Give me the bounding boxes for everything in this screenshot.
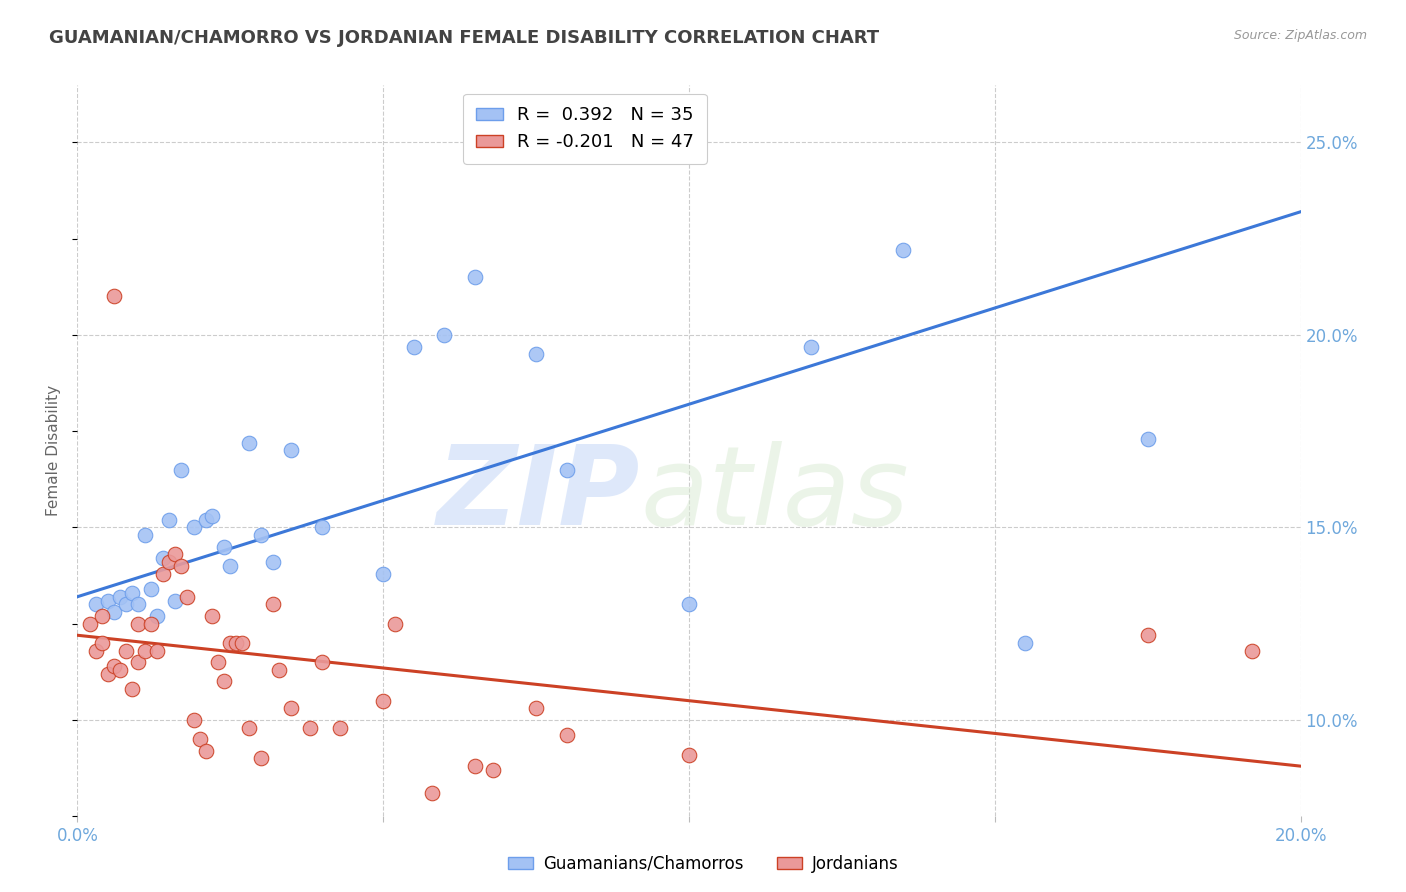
Point	[482, 763, 505, 777]
Point	[311, 520, 333, 534]
Point	[165, 548, 187, 562]
Text: GUAMANIAN/CHAMORRO VS JORDANIAN FEMALE DISABILITY CORRELATION CHART: GUAMANIAN/CHAMORRO VS JORDANIAN FEMALE D…	[49, 29, 879, 46]
Point	[219, 558, 242, 573]
Point	[250, 751, 273, 765]
Point	[152, 551, 174, 566]
Text: ZIP: ZIP	[436, 441, 640, 548]
Point	[464, 270, 486, 285]
Point	[134, 528, 156, 542]
Point	[524, 347, 547, 361]
Point	[238, 721, 260, 735]
Point	[103, 605, 125, 619]
Point	[176, 590, 198, 604]
Point	[219, 636, 242, 650]
Point	[170, 558, 193, 573]
Point	[433, 328, 456, 343]
Point	[555, 463, 578, 477]
Point	[1014, 636, 1036, 650]
Text: Source: ZipAtlas.com: Source: ZipAtlas.com	[1233, 29, 1367, 42]
Point	[115, 643, 138, 657]
Point	[121, 682, 143, 697]
Point	[262, 555, 284, 569]
Point	[1136, 628, 1159, 642]
Point	[201, 609, 224, 624]
Text: atlas: atlas	[640, 441, 908, 548]
Point	[188, 732, 211, 747]
Point	[157, 513, 180, 527]
Point	[103, 289, 125, 303]
Point	[127, 616, 149, 631]
Point	[262, 598, 284, 612]
Point	[152, 566, 174, 581]
Point	[678, 747, 700, 762]
Point	[891, 244, 914, 258]
Point	[402, 339, 425, 353]
Point	[371, 566, 394, 581]
Point	[139, 616, 162, 631]
Point	[194, 744, 217, 758]
Point	[183, 713, 205, 727]
Legend: Guamanians/Chamorros, Jordanians: Guamanians/Chamorros, Jordanians	[501, 848, 905, 880]
Point	[555, 728, 578, 742]
Point	[146, 643, 169, 657]
Point	[97, 593, 120, 607]
Point	[183, 520, 205, 534]
Point	[225, 636, 247, 650]
Point	[194, 513, 217, 527]
Point	[212, 540, 235, 554]
Point	[79, 616, 101, 631]
Point	[329, 721, 352, 735]
Point	[108, 590, 131, 604]
Point	[250, 528, 273, 542]
Point	[90, 609, 112, 624]
Point	[420, 786, 443, 800]
Point	[1240, 643, 1263, 657]
Point	[146, 609, 169, 624]
Point	[298, 721, 321, 735]
Point	[115, 598, 138, 612]
Point	[800, 339, 823, 353]
Point	[165, 593, 187, 607]
Point	[127, 655, 149, 669]
Point	[84, 598, 107, 612]
Legend: R =  0.392   N = 35, R = -0.201   N = 47: R = 0.392 N = 35, R = -0.201 N = 47	[463, 94, 707, 164]
Point	[280, 443, 302, 458]
Point	[170, 463, 193, 477]
Point	[201, 508, 224, 523]
Point	[97, 666, 120, 681]
Point	[280, 701, 302, 715]
Point	[127, 598, 149, 612]
Point	[103, 659, 125, 673]
Point	[231, 636, 253, 650]
Point	[269, 663, 291, 677]
Point	[84, 643, 107, 657]
Point	[157, 555, 180, 569]
Point	[207, 655, 229, 669]
Point	[524, 701, 547, 715]
Point	[371, 694, 394, 708]
Point	[311, 655, 333, 669]
Point	[1136, 432, 1159, 446]
Point	[134, 643, 156, 657]
Point	[464, 759, 486, 773]
Point	[212, 674, 235, 689]
Point	[384, 616, 406, 631]
Point	[238, 435, 260, 450]
Point	[678, 598, 700, 612]
Point	[121, 586, 143, 600]
Point	[139, 582, 162, 596]
Y-axis label: Female Disability: Female Disability	[46, 384, 62, 516]
Point	[108, 663, 131, 677]
Point	[90, 636, 112, 650]
